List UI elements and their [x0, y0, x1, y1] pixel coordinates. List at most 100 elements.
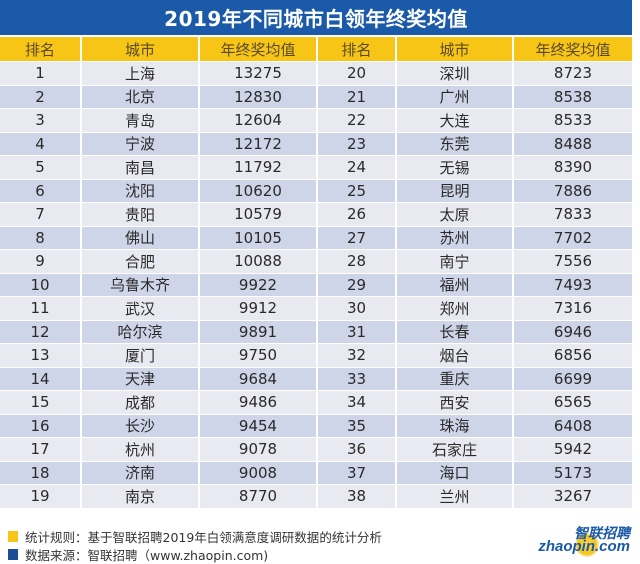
table-row: 2 北京 12830 21 广州 8538	[0, 85, 632, 108]
zhaopin-logo: 智联招聘 zhaopin.com	[538, 523, 636, 559]
header-city-right: 城市	[397, 37, 512, 61]
cell-rank-right: 36	[318, 438, 395, 461]
cell-value-right: 6946	[514, 320, 632, 343]
cell-rank-left: 17	[0, 438, 80, 461]
cell-value-left: 9078	[200, 438, 316, 461]
cell-city-right: 重庆	[397, 367, 512, 390]
cell-city-left: 南京	[82, 485, 198, 508]
cell-rank-left: 10	[0, 273, 80, 296]
cell-rank-right: 24	[318, 156, 395, 179]
cell-rank-right: 29	[318, 273, 395, 296]
cell-city-right: 珠海	[397, 414, 512, 437]
cell-rank-right: 31	[318, 320, 395, 343]
cell-value-right: 5942	[514, 438, 632, 461]
cell-value-right: 7833	[514, 203, 632, 226]
header-rank-left: 排名	[0, 37, 80, 61]
cell-city-right: 深圳	[397, 62, 512, 85]
table-row: 17 杭州 9078 36 石家庄 5942	[0, 438, 632, 461]
cell-city-left: 厦门	[82, 344, 198, 367]
cell-rank-left: 19	[0, 485, 80, 508]
cell-value-right: 7886	[514, 179, 632, 202]
cell-city-right: 广州	[397, 85, 512, 108]
cell-city-left: 贵阳	[82, 203, 198, 226]
table-row: 7 贵阳 10579 26 太原 7833	[0, 203, 632, 226]
table-row: 13 厦门 9750 32 烟台 6856	[0, 344, 632, 367]
cell-rank-right: 23	[318, 132, 395, 155]
cell-rank-right: 25	[318, 179, 395, 202]
cell-rank-left: 18	[0, 461, 80, 484]
footer-rule-line: 统计规则：基于智联招聘2019年白领满意度调研数据的统计分析	[8, 527, 382, 545]
cell-city-right: 无锡	[397, 156, 512, 179]
cell-rank-left: 7	[0, 203, 80, 226]
cell-city-left: 哈尔滨	[82, 320, 198, 343]
cell-city-left: 天津	[82, 367, 198, 390]
cell-city-right: 烟台	[397, 344, 512, 367]
table-title: 2019年不同城市白领年终奖均值	[0, 0, 632, 35]
blue-square-icon	[8, 548, 18, 560]
cell-city-left: 宁波	[82, 132, 198, 155]
cell-value-right: 6856	[514, 344, 632, 367]
cell-rank-left: 8	[0, 226, 80, 249]
table-row: 12 哈尔滨 9891 31 长春 6946	[0, 320, 632, 343]
table-row: 19 南京 8770 38 兰州 3267	[0, 485, 632, 508]
cell-value-right: 5173	[514, 461, 632, 484]
table-row: 14 天津 9684 33 重庆 6699	[0, 367, 632, 390]
cell-city-right: 大连	[397, 109, 512, 132]
cell-value-left: 12830	[200, 85, 316, 108]
table-row: 4 宁波 12172 23 东莞 8488	[0, 132, 632, 155]
cell-value-left: 9486	[200, 391, 316, 414]
cell-value-right: 8538	[514, 85, 632, 108]
cell-rank-left: 11	[0, 297, 80, 320]
cell-rank-right: 33	[318, 367, 395, 390]
cell-rank-left: 4	[0, 132, 80, 155]
cell-rank-left: 14	[0, 367, 80, 390]
footer-source-line: 数据来源：智联招聘（www.zhaopin.com)	[8, 545, 382, 563]
cell-value-left: 10579	[200, 203, 316, 226]
table-row: 18 济南 9008 37 海口 5173	[0, 461, 632, 484]
cell-rank-left: 1	[0, 62, 80, 85]
cell-value-left: 9912	[200, 297, 316, 320]
cell-rank-right: 34	[318, 391, 395, 414]
cell-rank-left: 13	[0, 344, 80, 367]
table-row: 6 沈阳 10620 25 昆明 7886	[0, 179, 632, 202]
cell-value-left: 12172	[200, 132, 316, 155]
cell-rank-right: 20	[318, 62, 395, 85]
salary-ranking-table: 排名 城市 年终奖均值 排名 城市 年终奖均值 1 上海 13275 20 深圳 8723…	[0, 36, 634, 509]
cell-value-left: 9750	[200, 344, 316, 367]
table-row: 11 武汉 9912 30 郑州 7316	[0, 297, 632, 320]
cell-city-left: 杭州	[82, 438, 198, 461]
cell-city-left: 合肥	[82, 250, 198, 273]
cell-value-right: 6699	[514, 367, 632, 390]
cell-value-right: 8390	[514, 156, 632, 179]
table-row: 16 长沙 9454 35 珠海 6408	[0, 414, 632, 437]
cell-value-left: 13275	[200, 62, 316, 85]
cell-rank-left: 5	[0, 156, 80, 179]
cell-value-right: 6565	[514, 391, 632, 414]
footer-rule-text: 统计规则：基于智联招聘2019年白领满意度调研数据的统计分析	[25, 529, 382, 545]
cell-value-right: 7556	[514, 250, 632, 273]
cell-city-right: 东莞	[397, 132, 512, 155]
cell-value-right: 8533	[514, 109, 632, 132]
cell-rank-right: 37	[318, 461, 395, 484]
yellow-square-icon	[8, 530, 18, 542]
header-city-left: 城市	[82, 37, 198, 61]
cell-value-left: 9684	[200, 367, 316, 390]
cell-city-right: 郑州	[397, 297, 512, 320]
cell-city-right: 苏州	[397, 226, 512, 249]
table-header-row: 排名 城市 年终奖均值 排名 城市 年终奖均值	[0, 37, 632, 61]
cell-rank-left: 16	[0, 414, 80, 437]
cell-rank-right: 30	[318, 297, 395, 320]
table-row: 15 成都 9486 34 西安 6565	[0, 391, 632, 414]
cell-value-left: 11792	[200, 156, 316, 179]
cell-city-left: 青岛	[82, 109, 198, 132]
cell-city-left: 北京	[82, 85, 198, 108]
cell-city-right: 西安	[397, 391, 512, 414]
cell-rank-right: 27	[318, 226, 395, 249]
cell-city-right: 福州	[397, 273, 512, 296]
cell-city-right: 太原	[397, 203, 512, 226]
cell-value-left: 9891	[200, 320, 316, 343]
table-row: 3 青岛 12604 22 大连 8533	[0, 109, 632, 132]
cell-value-right: 8723	[514, 62, 632, 85]
table-row: 8 佛山 10105 27 苏州 7702	[0, 226, 632, 249]
footer-source-text: 数据来源：智联招聘（www.zhaopin.com)	[25, 547, 269, 563]
